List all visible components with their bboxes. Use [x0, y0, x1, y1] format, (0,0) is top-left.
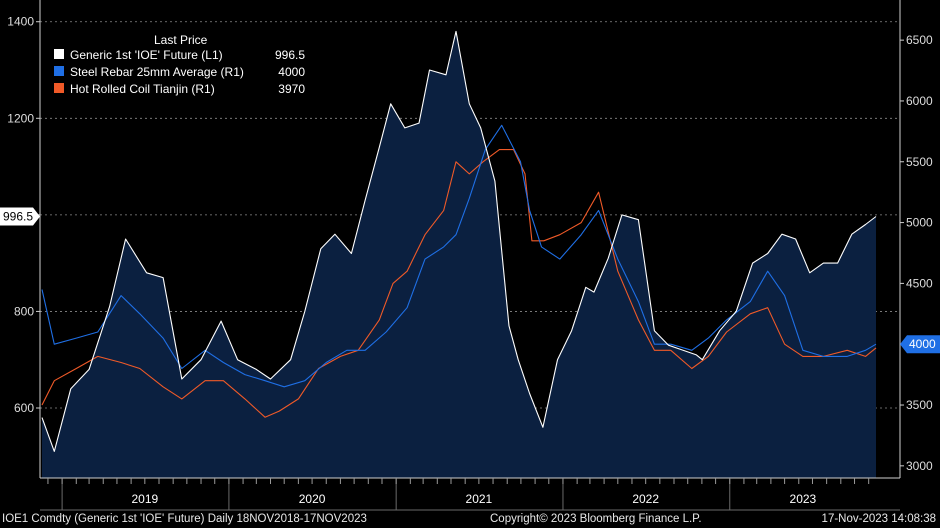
ioe-area — [42, 31, 876, 479]
right-tick-label: 5000 — [906, 216, 933, 230]
right-tick-label: 4500 — [906, 276, 933, 290]
year-label-2022: 2022 — [632, 492, 659, 506]
legend-label-rebar: Steel Rebar 25mm Average (R1) — [70, 65, 244, 79]
left-tick-label: 1400 — [7, 15, 34, 29]
legend-label-ioe: Generic 1st 'IOE' Future (L1) — [70, 48, 223, 62]
right-tick-label: 5500 — [906, 155, 933, 169]
right-tick-label: 6500 — [906, 33, 933, 47]
left-tick-label: 800 — [14, 304, 34, 318]
legend-box — [48, 30, 308, 100]
series-line-0 — [41, 30, 877, 452]
right-tick-label: 3500 — [906, 398, 933, 412]
legend-swatch-hrc — [54, 83, 64, 93]
legend-swatch-rebar — [54, 66, 64, 76]
footer-left: IOE1 Comdty (Generic 1st 'IOE' Future) D… — [2, 513, 367, 525]
year-label-2019: 2019 — [131, 492, 158, 506]
legend-swatch-ioe — [54, 49, 64, 59]
legend-title: Last Price — [154, 33, 208, 47]
footer-center: Copyright© 2023 Bloomberg Finance L.P. — [490, 513, 702, 525]
left-tick-label: 1200 — [7, 111, 34, 125]
right-tick-label: 6000 — [906, 94, 933, 108]
x-axis-ticks: 2019 2020 2021 2022 2023 — [47, 478, 870, 510]
legend-value-rebar: 4000 — [278, 65, 305, 79]
legend-value-ioe: 996.5 — [275, 48, 305, 62]
legend-value-hrc: 3970 — [278, 82, 305, 96]
left-tick-label: 600 — [14, 401, 34, 415]
year-label-2021: 2021 — [466, 492, 493, 506]
legend-label-hrc: Hot Rolled Coil Tianjin (R1) — [70, 82, 215, 96]
left-last-flag — [0, 207, 40, 226]
right-tick-label: 3000 — [906, 459, 933, 473]
last-value-flags: 996.5 4000 — [0, 207, 940, 354]
series-line-2 — [41, 149, 877, 418]
year-label-2020: 2020 — [299, 492, 326, 506]
footer-right: 17-Nov-2023 14:08:38 — [821, 513, 936, 525]
year-label-2023: 2023 — [790, 492, 817, 506]
right-last-flag — [900, 335, 940, 354]
right-last-label: 4000 — [909, 337, 936, 351]
legend: Last Price Generic 1st 'IOE' Future (L1)… — [48, 30, 308, 100]
area-fill — [42, 31, 876, 479]
series-lines — [41, 30, 877, 452]
right-axis-ticks: 3000 3500 4500 5000 5500 6000 6500 — [900, 33, 933, 473]
series-line-1 — [41, 124, 877, 388]
left-axis-ticks: 600 800 1200 1400 — [7, 15, 40, 415]
left-last-label: 996.5 — [3, 210, 33, 224]
